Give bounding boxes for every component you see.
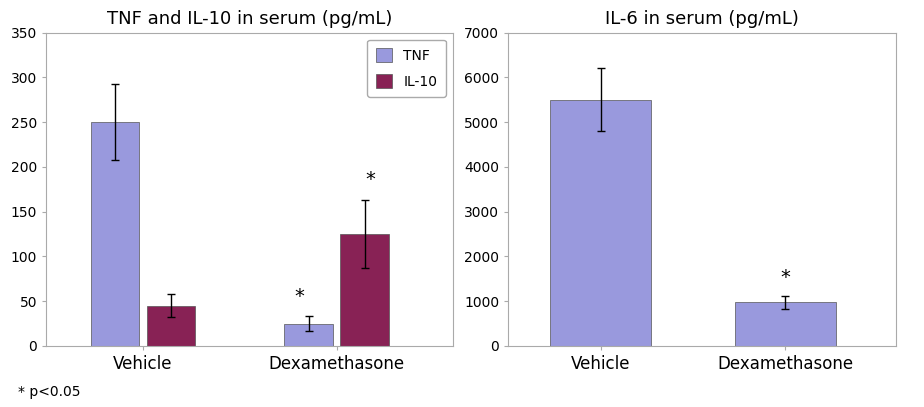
Title: IL-6 in serum (pg/mL): IL-6 in serum (pg/mL) xyxy=(605,10,799,28)
Title: TNF and IL-10 in serum (pg/mL): TNF and IL-10 in serum (pg/mL) xyxy=(107,10,392,28)
Bar xyxy=(550,100,651,346)
Bar xyxy=(285,324,333,346)
Bar xyxy=(147,306,195,346)
Bar xyxy=(735,302,836,346)
Text: *: * xyxy=(781,268,790,287)
Text: * p<0.05: * p<0.05 xyxy=(18,385,81,399)
Text: *: * xyxy=(366,170,375,189)
Bar xyxy=(91,122,140,346)
Text: *: * xyxy=(294,287,304,306)
Legend: TNF, IL-10: TNF, IL-10 xyxy=(368,39,445,97)
Bar xyxy=(340,234,389,346)
